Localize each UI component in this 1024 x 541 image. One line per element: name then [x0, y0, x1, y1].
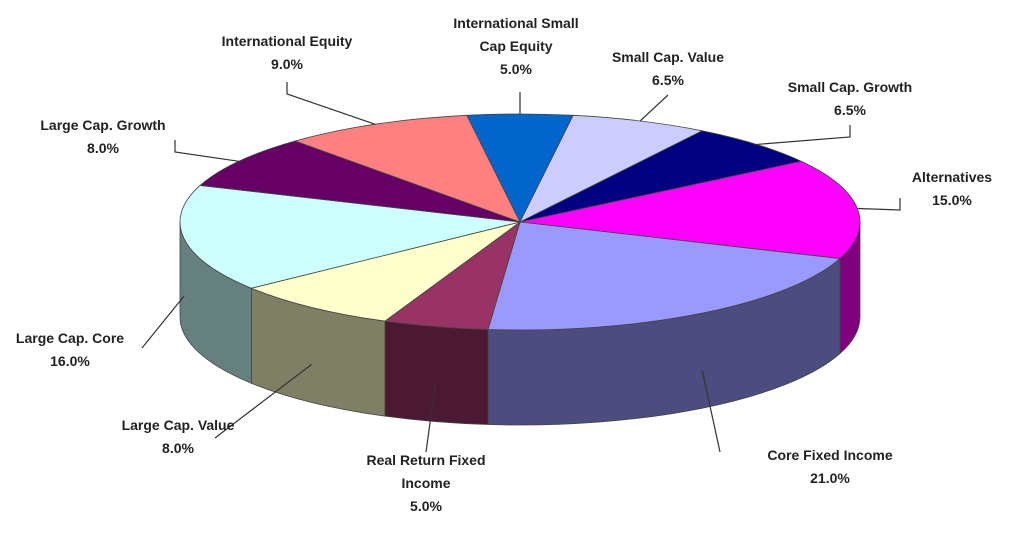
slice-label: International Small Cap Equity: [453, 15, 578, 54]
slice-top: [179, 184, 521, 289]
leader-line: [756, 125, 851, 146]
slice-label: Core Fixed Income: [767, 447, 892, 463]
leader-line: [286, 82, 376, 125]
slice-top: [519, 160, 861, 260]
slice-top: [519, 130, 803, 223]
slice-value-label: 21.0%: [810, 470, 850, 486]
slice-label: Large Cap. Growth: [40, 117, 165, 133]
leader-line: [857, 198, 901, 211]
slice: [293, 114, 521, 223]
leader-line: [214, 363, 312, 439]
slice-top: [487, 221, 841, 331]
slice-top: [250, 221, 521, 322]
slice: [199, 140, 521, 223]
slice-top: [519, 114, 704, 223]
leader-line: [174, 140, 239, 162]
slice-value-label: 16.0%: [50, 353, 90, 369]
slice-value-label: 9.0%: [271, 56, 303, 72]
leader-line: [701, 370, 721, 453]
slice-label: Real Return Fixed Income: [366, 452, 485, 491]
slice-label: Small Cap. Growth: [788, 79, 912, 95]
slice-value-label: 6.5%: [652, 72, 684, 88]
slice-top: [293, 114, 521, 223]
leader-line: [141, 295, 185, 349]
slice-label: International Equity: [222, 33, 353, 49]
slice-label: Alternatives: [912, 169, 992, 185]
slice-value-label: 5.0%: [500, 61, 532, 77]
slice-top: [199, 140, 521, 223]
slice: [179, 184, 521, 384]
leader-line: [639, 94, 669, 122]
slice-value-label: 5.0%: [410, 498, 442, 514]
slice-label: Large Cap. Core: [16, 330, 124, 346]
slice-value-label: 6.5%: [834, 102, 866, 118]
slice: [487, 221, 841, 426]
slice-value-label: 8.0%: [162, 440, 194, 456]
slice: [519, 130, 803, 223]
slice-value-label: 15.0%: [932, 192, 972, 208]
slice: [519, 160, 861, 355]
leader-line: [425, 383, 437, 453]
slice-label: Small Cap. Value: [612, 49, 724, 65]
slice-label: Large Cap. Value: [122, 417, 235, 433]
slice: [519, 114, 704, 223]
slice-side: [384, 320, 489, 425]
slice-value-label: 8.0%: [87, 140, 119, 156]
